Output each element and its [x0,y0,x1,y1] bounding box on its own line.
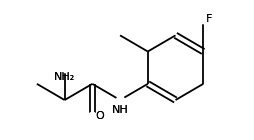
Text: O: O [95,111,104,121]
Text: F: F [206,14,212,24]
Text: NH: NH [112,105,129,115]
Text: NH₂: NH₂ [54,72,75,82]
Text: NH: NH [112,105,129,115]
Text: NH₂: NH₂ [54,72,75,82]
Text: F: F [206,14,212,24]
Text: O: O [95,111,104,121]
